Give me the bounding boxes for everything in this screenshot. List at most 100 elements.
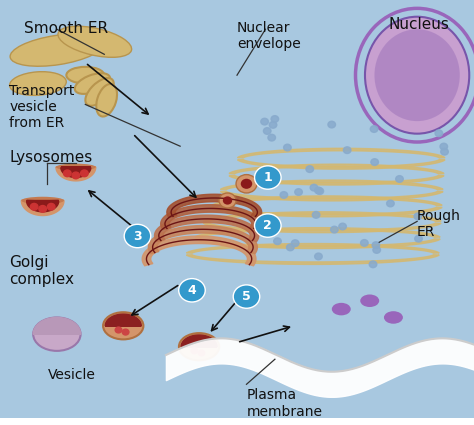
Circle shape xyxy=(30,204,38,210)
Circle shape xyxy=(81,170,88,177)
Ellipse shape xyxy=(85,78,114,106)
Ellipse shape xyxy=(75,73,110,94)
Circle shape xyxy=(72,172,80,179)
Polygon shape xyxy=(220,191,443,201)
Circle shape xyxy=(292,240,299,246)
Ellipse shape xyxy=(103,312,143,340)
Circle shape xyxy=(269,122,277,128)
Circle shape xyxy=(219,193,236,208)
Polygon shape xyxy=(186,244,439,253)
Circle shape xyxy=(343,147,351,153)
Circle shape xyxy=(223,196,232,204)
Circle shape xyxy=(396,176,403,182)
Polygon shape xyxy=(203,212,441,221)
Circle shape xyxy=(264,128,271,134)
Text: Rough
ER: Rough ER xyxy=(417,209,461,239)
Polygon shape xyxy=(186,255,439,264)
Circle shape xyxy=(371,159,378,165)
Polygon shape xyxy=(195,228,440,237)
Circle shape xyxy=(315,187,322,194)
Circle shape xyxy=(369,261,377,268)
Circle shape xyxy=(312,212,320,218)
Polygon shape xyxy=(155,215,259,242)
Ellipse shape xyxy=(384,311,403,324)
Text: Smooth ER: Smooth ER xyxy=(24,21,108,36)
Polygon shape xyxy=(203,223,441,232)
Polygon shape xyxy=(27,201,59,212)
Circle shape xyxy=(435,130,443,136)
Circle shape xyxy=(236,175,257,193)
Circle shape xyxy=(286,244,294,251)
Polygon shape xyxy=(237,159,445,169)
Text: Nucleus: Nucleus xyxy=(389,17,449,32)
Circle shape xyxy=(339,223,346,230)
Circle shape xyxy=(361,240,368,246)
Ellipse shape xyxy=(332,303,351,315)
Ellipse shape xyxy=(56,164,96,170)
Text: Vesicle: Vesicle xyxy=(47,368,95,382)
Circle shape xyxy=(387,200,394,207)
Polygon shape xyxy=(142,236,256,266)
Circle shape xyxy=(122,329,129,335)
Circle shape xyxy=(233,285,260,308)
Text: Transport
vesicle
from ER: Transport vesicle from ER xyxy=(9,84,75,130)
Circle shape xyxy=(306,166,314,173)
Ellipse shape xyxy=(10,34,104,66)
Circle shape xyxy=(273,238,281,244)
Text: 3: 3 xyxy=(133,230,142,243)
Polygon shape xyxy=(229,176,444,185)
Circle shape xyxy=(268,134,275,141)
Text: 5: 5 xyxy=(242,290,251,303)
Circle shape xyxy=(265,218,273,224)
Circle shape xyxy=(316,188,324,195)
Polygon shape xyxy=(148,226,257,254)
Polygon shape xyxy=(212,196,442,206)
Circle shape xyxy=(414,213,421,220)
Text: Lysosomes: Lysosomes xyxy=(9,150,93,165)
Circle shape xyxy=(255,166,281,189)
Ellipse shape xyxy=(374,29,460,121)
Circle shape xyxy=(241,179,252,189)
Ellipse shape xyxy=(360,295,379,307)
Polygon shape xyxy=(181,335,217,347)
Ellipse shape xyxy=(9,72,66,95)
Circle shape xyxy=(373,246,381,253)
Circle shape xyxy=(64,170,71,177)
Text: Plasma
membrane: Plasma membrane xyxy=(246,388,322,419)
Circle shape xyxy=(115,327,122,333)
Polygon shape xyxy=(21,201,64,215)
Circle shape xyxy=(39,206,46,212)
Text: 4: 4 xyxy=(188,284,196,297)
Polygon shape xyxy=(220,180,443,190)
Circle shape xyxy=(440,143,447,150)
Polygon shape xyxy=(61,167,91,177)
Polygon shape xyxy=(212,207,442,217)
Ellipse shape xyxy=(66,67,104,84)
Circle shape xyxy=(47,204,55,210)
Ellipse shape xyxy=(179,333,219,360)
Text: Golgi
complex: Golgi complex xyxy=(9,255,74,287)
Circle shape xyxy=(415,235,422,242)
Circle shape xyxy=(198,350,205,356)
Ellipse shape xyxy=(21,197,64,204)
Circle shape xyxy=(179,279,205,302)
Text: 2: 2 xyxy=(264,219,272,232)
Circle shape xyxy=(310,184,318,191)
Ellipse shape xyxy=(33,317,81,351)
Circle shape xyxy=(330,226,338,233)
Polygon shape xyxy=(56,167,96,181)
Polygon shape xyxy=(237,148,445,158)
Circle shape xyxy=(261,118,268,125)
Circle shape xyxy=(124,224,151,248)
Circle shape xyxy=(441,148,448,155)
Polygon shape xyxy=(229,164,444,174)
Ellipse shape xyxy=(96,84,117,116)
Circle shape xyxy=(191,348,198,354)
Circle shape xyxy=(295,189,302,196)
Polygon shape xyxy=(33,317,81,334)
Circle shape xyxy=(328,121,336,128)
Polygon shape xyxy=(105,314,141,326)
Circle shape xyxy=(372,242,380,249)
Circle shape xyxy=(280,192,288,198)
Polygon shape xyxy=(167,194,262,218)
